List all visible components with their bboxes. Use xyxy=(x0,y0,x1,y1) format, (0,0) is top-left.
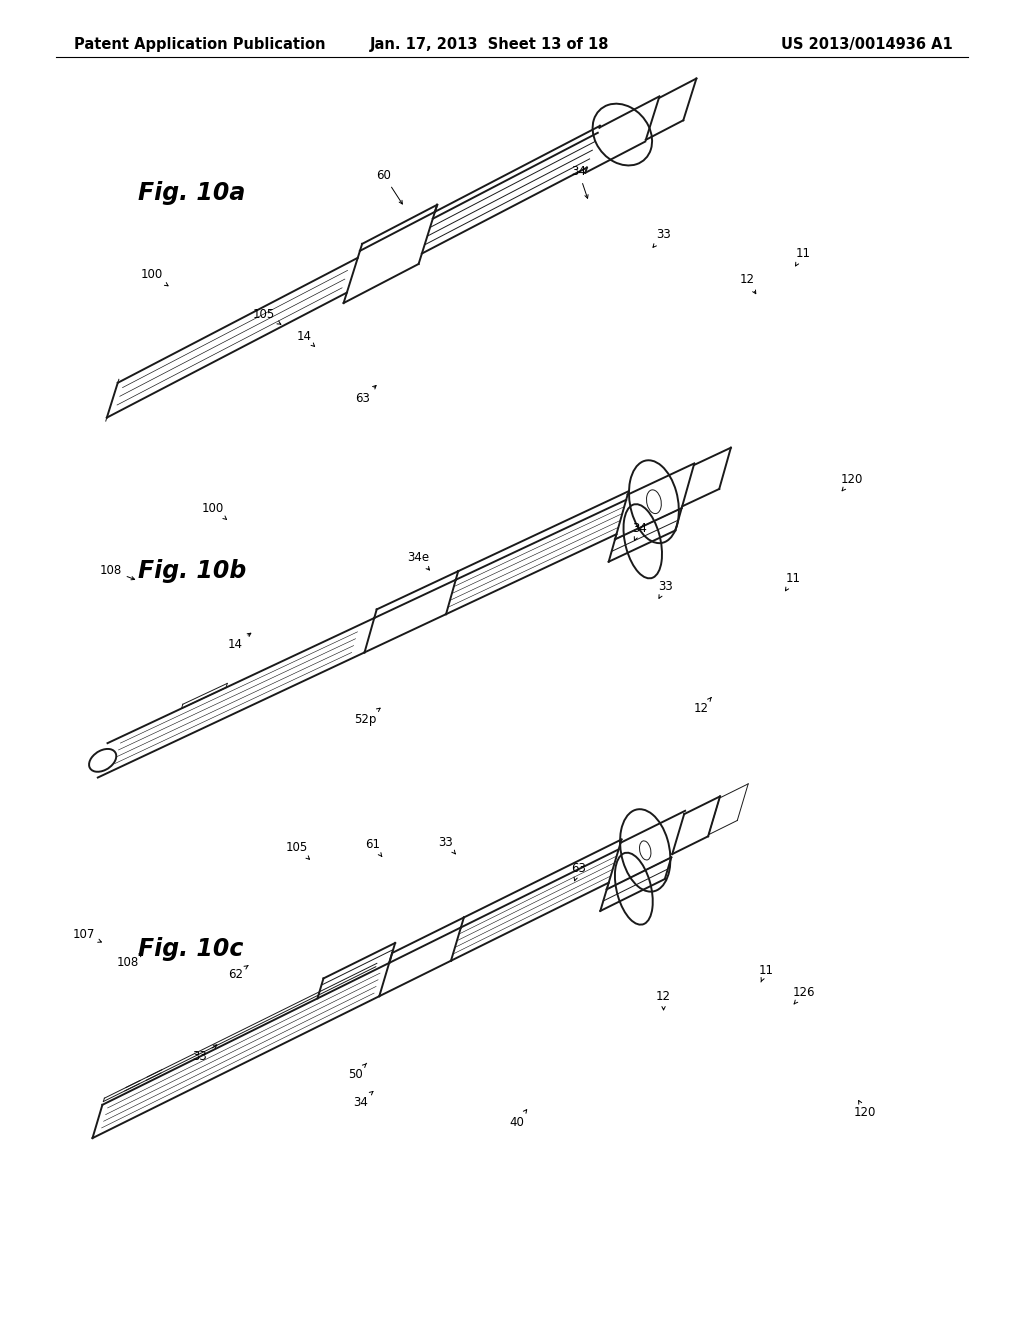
Text: 33: 33 xyxy=(653,228,671,247)
Text: 12: 12 xyxy=(656,990,671,1010)
Text: 60: 60 xyxy=(377,169,402,205)
Text: 61: 61 xyxy=(366,838,382,857)
Text: 62: 62 xyxy=(228,965,248,981)
Text: 50: 50 xyxy=(348,1063,367,1081)
Text: 63: 63 xyxy=(571,862,586,880)
Text: 108: 108 xyxy=(99,564,134,579)
Text: 34e: 34e xyxy=(407,550,429,570)
Text: 33: 33 xyxy=(193,1045,217,1063)
Text: 34: 34 xyxy=(571,165,588,198)
Text: Fig. 10b: Fig. 10b xyxy=(138,560,247,583)
Text: 40: 40 xyxy=(510,1110,526,1129)
Text: Fig. 10a: Fig. 10a xyxy=(138,181,246,205)
Text: 12: 12 xyxy=(740,273,756,293)
Text: 105: 105 xyxy=(253,308,281,325)
Text: 120: 120 xyxy=(854,1101,877,1119)
Text: 34: 34 xyxy=(633,521,647,540)
Text: 14: 14 xyxy=(297,330,314,346)
Text: 52p: 52p xyxy=(354,708,380,726)
Text: 126: 126 xyxy=(793,986,815,1005)
Text: 12: 12 xyxy=(694,697,712,715)
Text: 63: 63 xyxy=(355,385,376,405)
Text: 108: 108 xyxy=(117,953,142,969)
Text: 105: 105 xyxy=(286,841,309,859)
Text: 100: 100 xyxy=(202,502,226,520)
Text: 33: 33 xyxy=(658,579,673,598)
Text: 11: 11 xyxy=(785,572,801,591)
Text: US 2013/0014936 A1: US 2013/0014936 A1 xyxy=(780,37,952,51)
Text: Jan. 17, 2013  Sheet 13 of 18: Jan. 17, 2013 Sheet 13 of 18 xyxy=(370,37,609,51)
Text: 107: 107 xyxy=(73,928,101,942)
Text: 14: 14 xyxy=(228,634,251,651)
Text: 100: 100 xyxy=(140,268,168,286)
Text: Patent Application Publication: Patent Application Publication xyxy=(74,37,326,51)
Text: 120: 120 xyxy=(841,473,863,491)
Text: 34: 34 xyxy=(353,1092,373,1109)
Text: 11: 11 xyxy=(759,964,773,982)
Text: 11: 11 xyxy=(796,247,810,265)
Text: 33: 33 xyxy=(438,836,456,854)
Text: Fig. 10c: Fig. 10c xyxy=(138,937,244,961)
